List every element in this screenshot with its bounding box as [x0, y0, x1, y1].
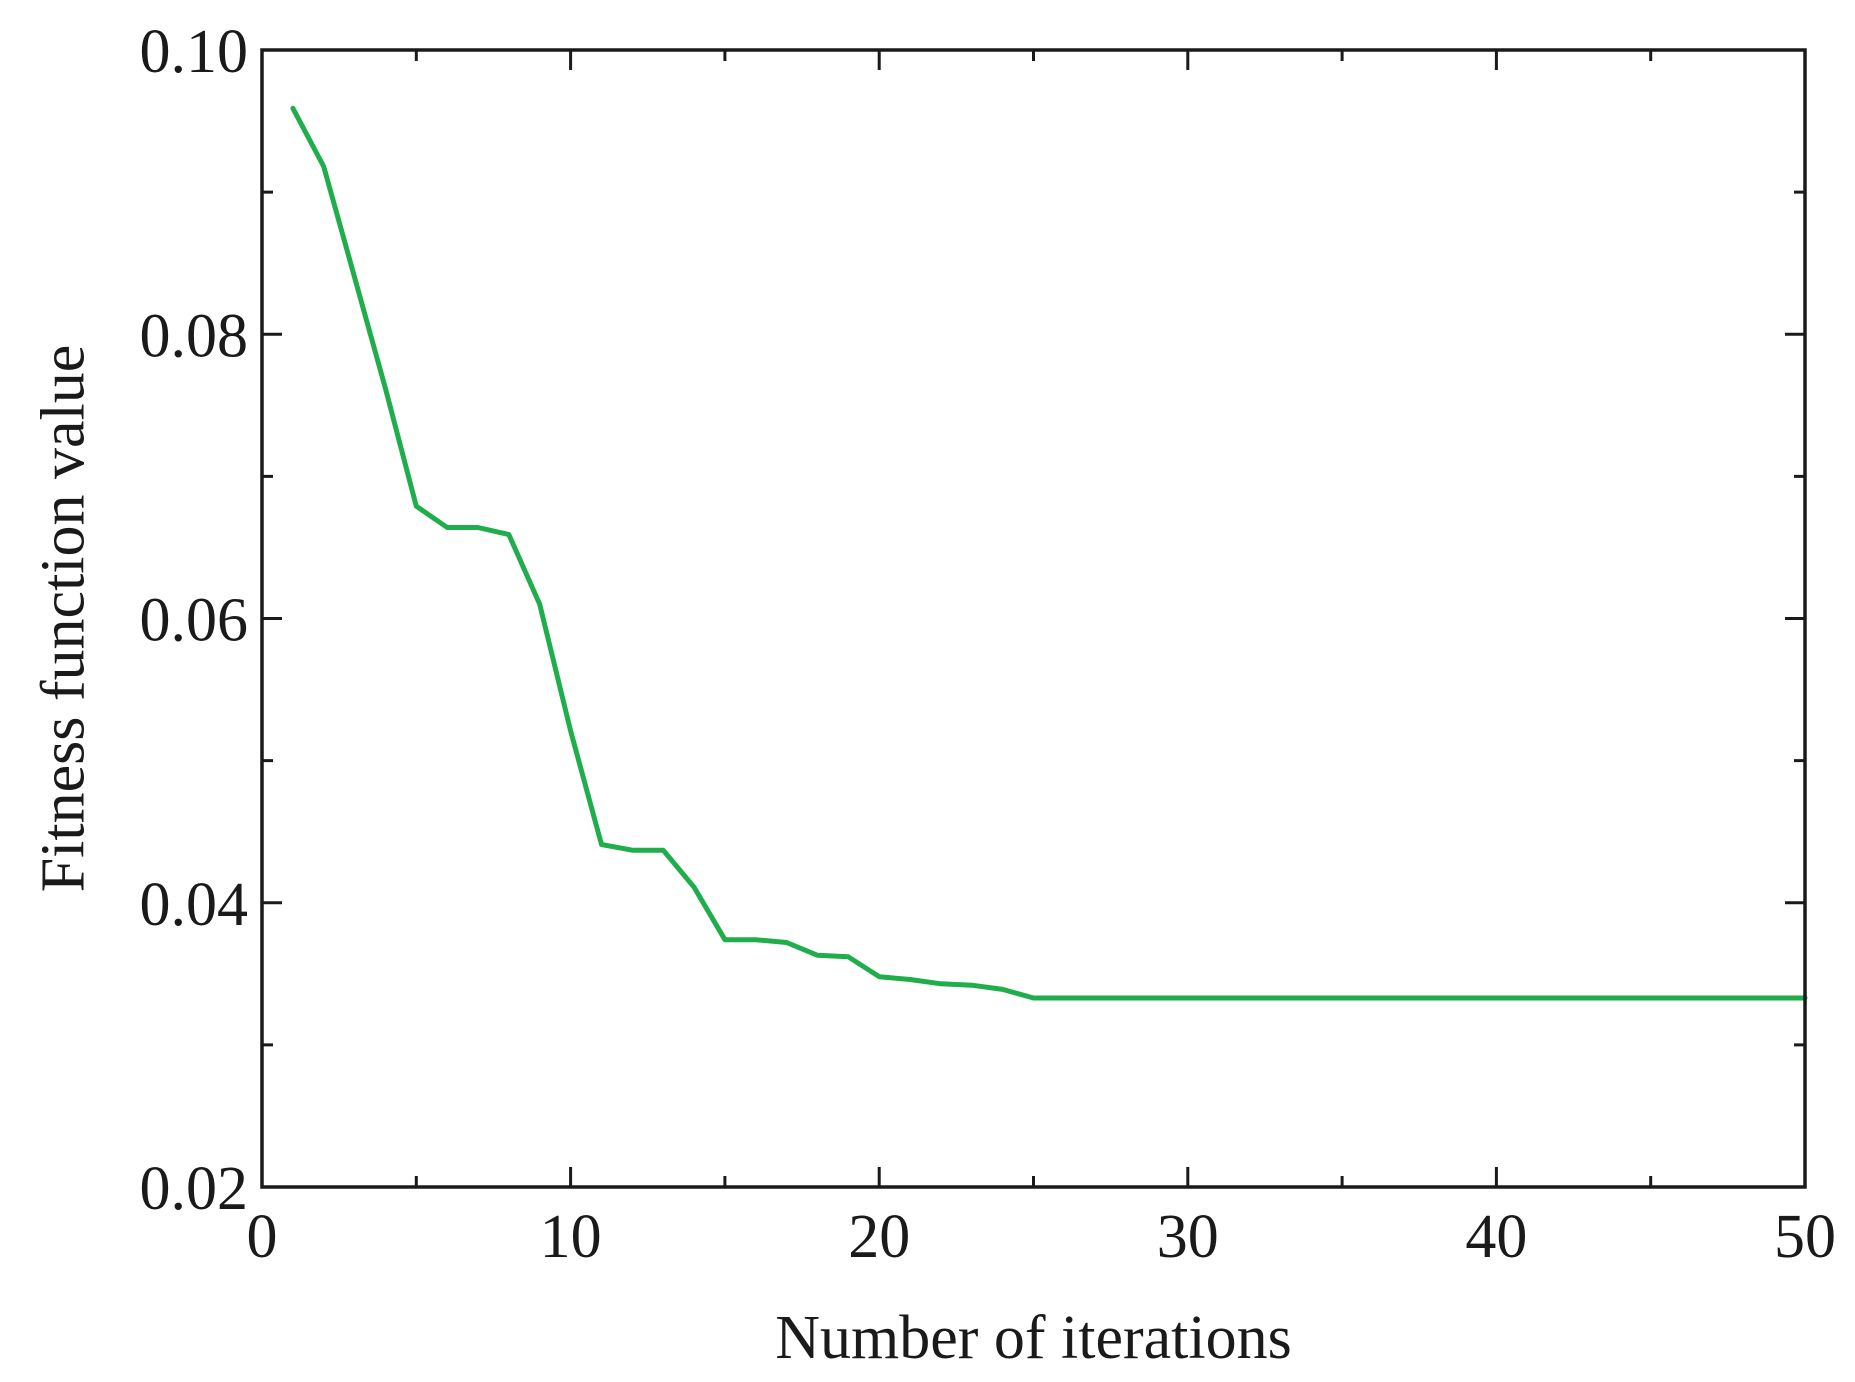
y-tick-label: 0.04	[140, 871, 249, 939]
x-tick-label: 40	[1465, 1203, 1527, 1271]
x-tick-label: 50	[1774, 1203, 1836, 1271]
x-tick-label: 0	[247, 1203, 278, 1271]
x-tick-label: 30	[1157, 1203, 1219, 1271]
y-tick-label: 0.06	[140, 587, 249, 655]
y-tick-label: 0.02	[140, 1155, 249, 1223]
tick-labels-layer: 0 10 20 30 40 50 0.02 0.04 0.06 0.08 0.10	[140, 18, 1837, 1271]
y-axis-label: Fitness function value	[30, 345, 98, 893]
fitness-series-line	[290, 105, 1808, 1001]
y-tick-label: 0.10	[140, 18, 249, 86]
x-tick-label: 10	[540, 1203, 602, 1271]
x-axis-label: Number of iterations	[775, 1304, 1292, 1372]
y-tick-label: 0.08	[140, 302, 249, 370]
x-tick-label: 20	[848, 1203, 910, 1271]
plot-frame	[260, 48, 1807, 1189]
series-layer	[290, 105, 1808, 1001]
ticks-layer	[260, 48, 1807, 1189]
